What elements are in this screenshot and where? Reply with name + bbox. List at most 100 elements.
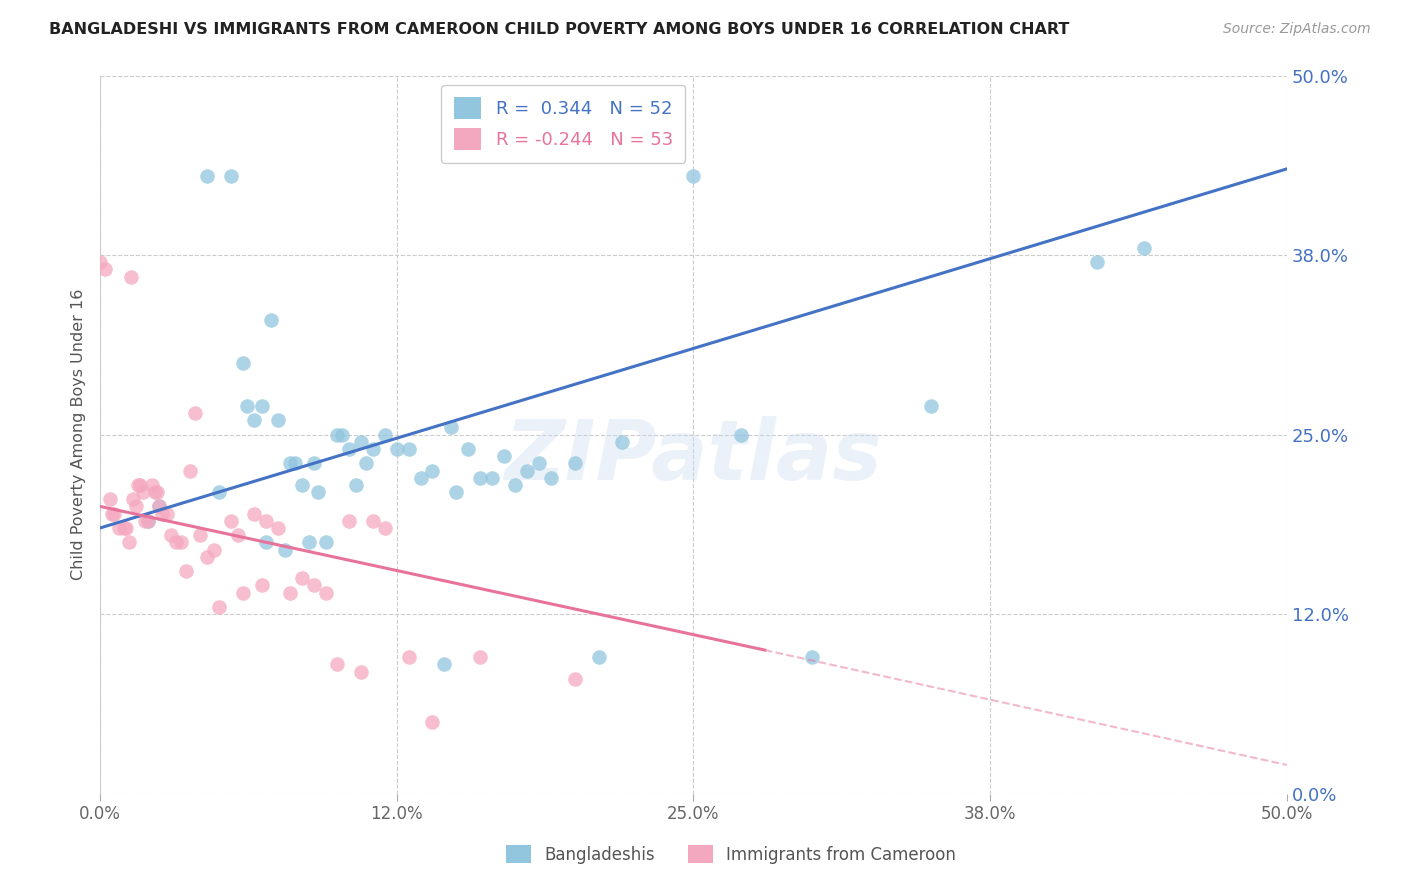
- Point: [134, 514, 156, 528]
- Point: [174, 564, 197, 578]
- Point: [236, 399, 259, 413]
- Legend: Bangladeshis, Immigrants from Cameroon: Bangladeshis, Immigrants from Cameroon: [499, 838, 963, 871]
- Point: [433, 657, 456, 672]
- Point: [250, 578, 273, 592]
- Legend: R =  0.344   N = 52, R = -0.244   N = 53: R = 0.344 N = 52, R = -0.244 N = 53: [441, 85, 686, 163]
- Point: [103, 507, 125, 521]
- Point: [143, 485, 166, 500]
- Point: [308, 485, 330, 500]
- Point: [160, 528, 183, 542]
- Point: [150, 507, 173, 521]
- Point: [148, 500, 170, 514]
- Point: [468, 650, 491, 665]
- Point: [231, 356, 253, 370]
- Text: Source: ZipAtlas.com: Source: ZipAtlas.com: [1223, 22, 1371, 37]
- Point: [254, 514, 277, 528]
- Point: [125, 500, 148, 514]
- Point: [354, 456, 377, 470]
- Point: [278, 456, 301, 470]
- Point: [326, 657, 349, 672]
- Point: [444, 485, 467, 500]
- Point: [468, 471, 491, 485]
- Point: [260, 312, 283, 326]
- Point: [1133, 241, 1156, 255]
- Point: [120, 269, 142, 284]
- Point: [291, 478, 314, 492]
- Point: [132, 485, 155, 500]
- Point: [682, 169, 704, 183]
- Point: [136, 514, 159, 528]
- Point: [188, 528, 211, 542]
- Point: [208, 599, 231, 614]
- Point: [337, 514, 360, 528]
- Point: [920, 399, 942, 413]
- Point: [385, 442, 408, 456]
- Y-axis label: Child Poverty Among Boys Under 16: Child Poverty Among Boys Under 16: [72, 289, 86, 581]
- Point: [165, 535, 187, 549]
- Point: [457, 442, 479, 456]
- Point: [801, 650, 824, 665]
- Point: [89, 255, 111, 269]
- Point: [588, 650, 610, 665]
- Point: [440, 420, 463, 434]
- Point: [326, 427, 349, 442]
- Point: [422, 463, 444, 477]
- Point: [129, 478, 152, 492]
- Point: [101, 507, 124, 521]
- Point: [202, 542, 225, 557]
- Point: [298, 535, 321, 549]
- Point: [1085, 255, 1108, 269]
- Point: [315, 585, 337, 599]
- Point: [612, 434, 634, 449]
- Point: [422, 714, 444, 729]
- Point: [374, 427, 396, 442]
- Point: [361, 442, 384, 456]
- Point: [540, 471, 562, 485]
- Point: [108, 521, 131, 535]
- Point: [564, 672, 586, 686]
- Point: [278, 585, 301, 599]
- Point: [117, 535, 139, 549]
- Point: [267, 413, 290, 427]
- Point: [155, 507, 177, 521]
- Point: [98, 492, 121, 507]
- Point: [141, 478, 163, 492]
- Point: [231, 585, 253, 599]
- Text: BANGLADESHI VS IMMIGRANTS FROM CAMEROON CHILD POVERTY AMONG BOYS UNDER 16 CORREL: BANGLADESHI VS IMMIGRANTS FROM CAMEROON …: [49, 22, 1070, 37]
- Point: [337, 442, 360, 456]
- Point: [219, 169, 242, 183]
- Point: [219, 514, 242, 528]
- Point: [184, 406, 207, 420]
- Point: [516, 463, 538, 477]
- Point: [492, 449, 515, 463]
- Point: [315, 535, 337, 549]
- Point: [481, 471, 503, 485]
- Point: [250, 399, 273, 413]
- Point: [374, 521, 396, 535]
- Point: [330, 427, 353, 442]
- Point: [94, 262, 117, 277]
- Point: [115, 521, 138, 535]
- Point: [302, 578, 325, 592]
- Point: [350, 665, 373, 679]
- Point: [267, 521, 290, 535]
- Point: [291, 571, 314, 585]
- Point: [195, 169, 218, 183]
- Point: [112, 521, 135, 535]
- Point: [208, 485, 231, 500]
- Point: [243, 413, 266, 427]
- Point: [148, 500, 170, 514]
- Point: [398, 442, 420, 456]
- Point: [254, 535, 277, 549]
- Point: [170, 535, 193, 549]
- Point: [136, 514, 159, 528]
- Point: [350, 434, 373, 449]
- Point: [274, 542, 297, 557]
- Point: [346, 478, 368, 492]
- Point: [243, 507, 266, 521]
- Point: [505, 478, 527, 492]
- Point: [146, 485, 169, 500]
- Point: [179, 463, 201, 477]
- Point: [195, 549, 218, 564]
- Point: [302, 456, 325, 470]
